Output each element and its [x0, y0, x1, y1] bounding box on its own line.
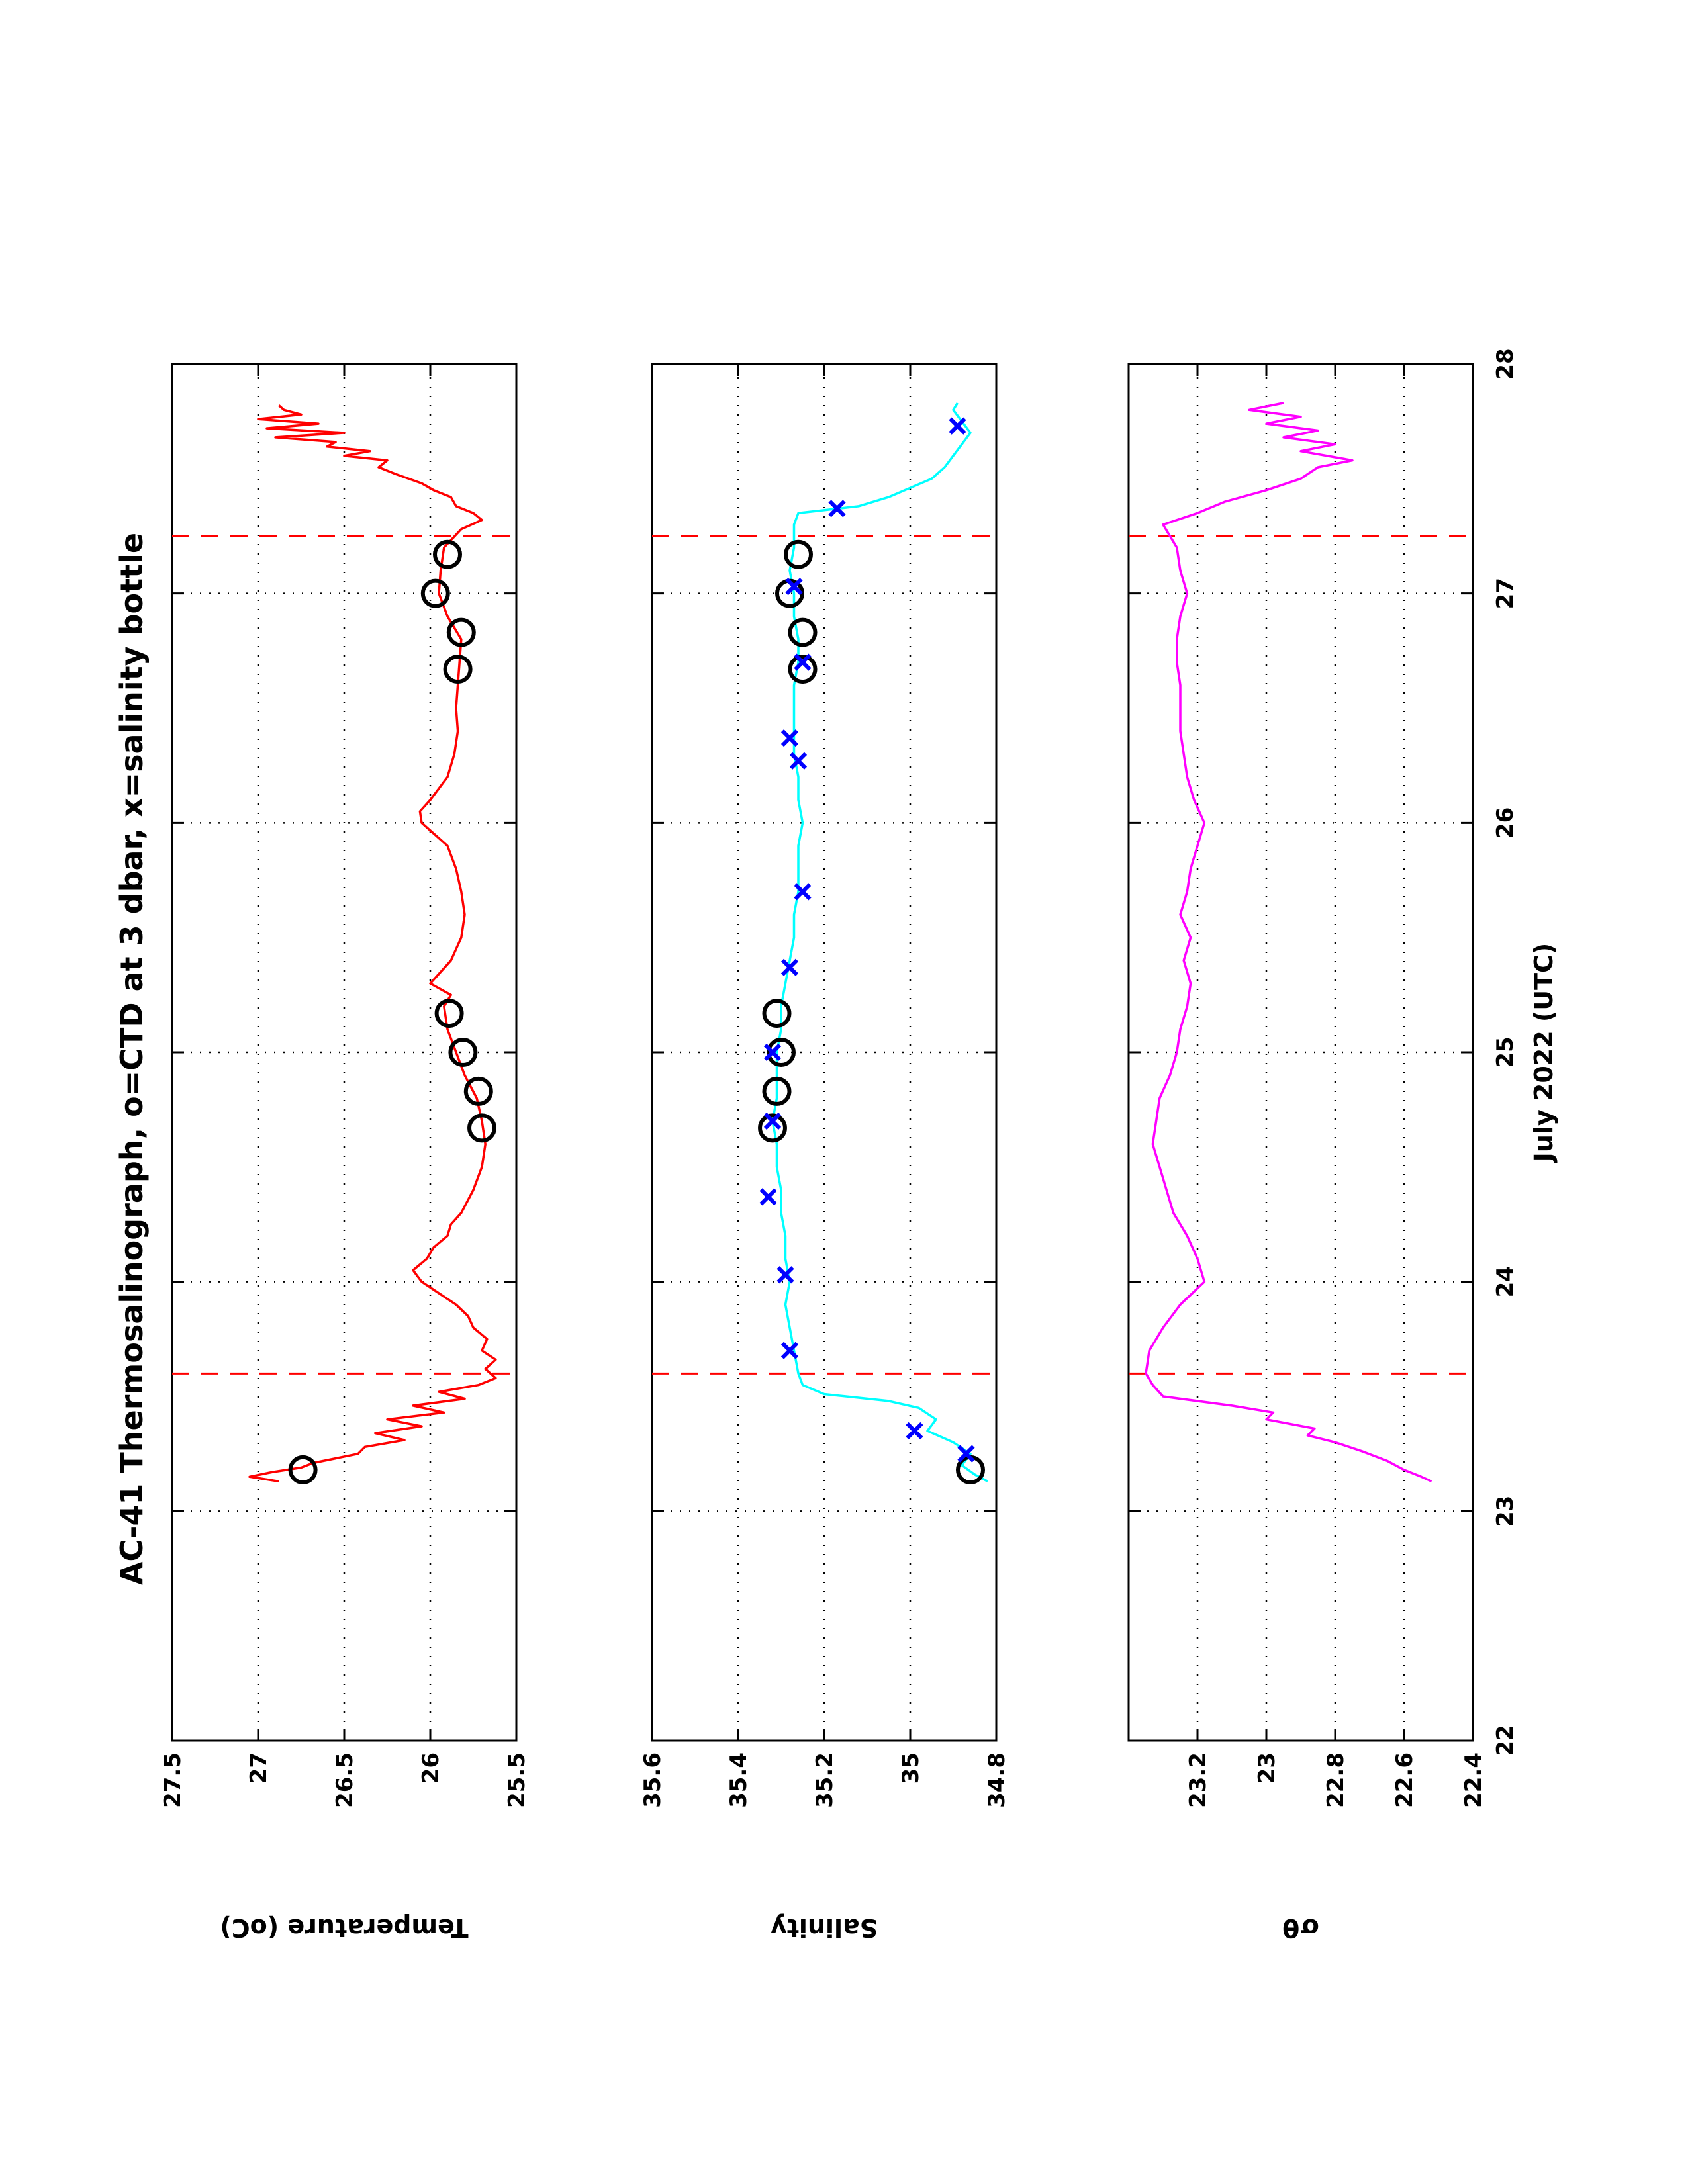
salinity-bottle-point: [828, 500, 846, 518]
salinity-ctd-point: [767, 1038, 796, 1067]
sigma-y-tick-label: 23: [1254, 1752, 1280, 1784]
salinity-y-tick-label: 35.2: [812, 1752, 838, 1808]
temperature-ctd-point: [446, 617, 476, 647]
temperature-ctd-point: [433, 539, 462, 569]
salinity-bottle-point: [763, 1043, 782, 1062]
salinity-ctd-point: [788, 655, 818, 684]
salinity-y-tick-label: 35.4: [726, 1752, 752, 1808]
temperature-panel: 27.5 27 26.5 26 25.5 Temperature (oC): [160, 363, 530, 1942]
temperature-ctd-point: [448, 1038, 478, 1067]
sigma-panel: 22 23 24 25 26 27 28 23.2 23 22.8 22.6 22.4 σθ July 2…: [1127, 348, 1558, 1942]
x-axis-label: July 2022 (UTC): [1529, 943, 1558, 1164]
temperature-y-tick-label: 27.5: [160, 1752, 186, 1808]
sigma-y-tick-label: 22.4: [1460, 1752, 1487, 1808]
salinity-ctd-point: [762, 1076, 792, 1106]
temperature-ctd-point: [463, 1076, 493, 1106]
salinity-bottle-point: [763, 1112, 782, 1130]
temperature-axes-box: [171, 363, 518, 1742]
salinity-y-tick-label: 35.6: [639, 1752, 666, 1808]
salinity-bottle-point: [785, 578, 803, 596]
x-tick-label: 24: [1492, 1266, 1519, 1297]
salinity-y-tick-label: 34.8: [984, 1752, 1010, 1808]
sigma-y-axis-label: σθ: [1282, 1913, 1319, 1942]
salinity-axes-box: [651, 363, 998, 1742]
salinity-bottle-point: [776, 1266, 794, 1284]
sigma-series-line: [1145, 402, 1432, 1482]
salinity-ctd-point: [788, 617, 818, 647]
figure-title: AC-41 Thermosalinograph, o=CTD at 3 dbar…: [114, 533, 150, 1585]
salinity-bottle-point: [789, 752, 808, 770]
temperature-ctd-point: [420, 578, 450, 608]
x-tick-label: 27: [1492, 578, 1519, 609]
temperature-y-axis-label: Temperature (oC): [220, 1913, 468, 1942]
salinity-ctd-point: [784, 539, 813, 569]
x-tick-label: 23: [1492, 1496, 1519, 1527]
temperature-y-tick-label: 26: [418, 1752, 444, 1784]
salinity-bottle-point: [780, 729, 799, 747]
salinity-y-axis-label: Salinity: [771, 1913, 878, 1942]
temperature-series-line: [248, 404, 497, 1483]
temperature-ctd-point: [467, 1113, 496, 1143]
sigma-y-tick-label: 22.8: [1323, 1752, 1349, 1808]
x-tick-label: 25: [1492, 1036, 1519, 1068]
salinity-ctd-point: [758, 1113, 787, 1143]
x-tick-label: 22: [1492, 1725, 1519, 1756]
salinity-bottle-point: [949, 417, 966, 435]
salinity-series-line: [771, 402, 988, 1482]
salinity-y-tick-label: 35: [898, 1752, 924, 1784]
salinity-bottle-point: [794, 883, 812, 901]
x-tick-label: 28: [1492, 348, 1519, 379]
salinity-bottle-point: [957, 1445, 975, 1463]
sigma-y-tick-label: 23.2: [1185, 1752, 1211, 1808]
salinity-bottle-point: [794, 653, 812, 671]
panels: 27.5 27 26.5 26 25.5 Temperature (oC) 35.6 35.4…: [160, 348, 1558, 1942]
salinity-bottle-point: [759, 1188, 777, 1206]
temperature-y-tick-label: 26.5: [332, 1752, 358, 1808]
temperature-y-tick-label: 25.5: [504, 1752, 530, 1808]
temperature-ctd-point: [443, 655, 473, 684]
salinity-ctd-point: [762, 999, 792, 1028]
temperature-ctd-point: [434, 999, 464, 1028]
sigma-y-tick-label: 22.6: [1391, 1752, 1418, 1808]
salinity-bottle-point: [780, 958, 799, 976]
rotated-figure: AC-41 Thermosalinograph, o=CTD at 3 dbar…: [114, 348, 1558, 1942]
temperature-ctd-point: [288, 1455, 318, 1484]
salinity-panel: 35.6 35.4 35.2 35 34.8 Salinity: [639, 363, 1010, 1942]
salinity-bottle-point: [780, 1342, 799, 1359]
x-tick-label: 26: [1492, 807, 1519, 839]
salinity-bottle-point: [906, 1422, 923, 1440]
temperature-y-tick-label: 27: [246, 1752, 272, 1784]
